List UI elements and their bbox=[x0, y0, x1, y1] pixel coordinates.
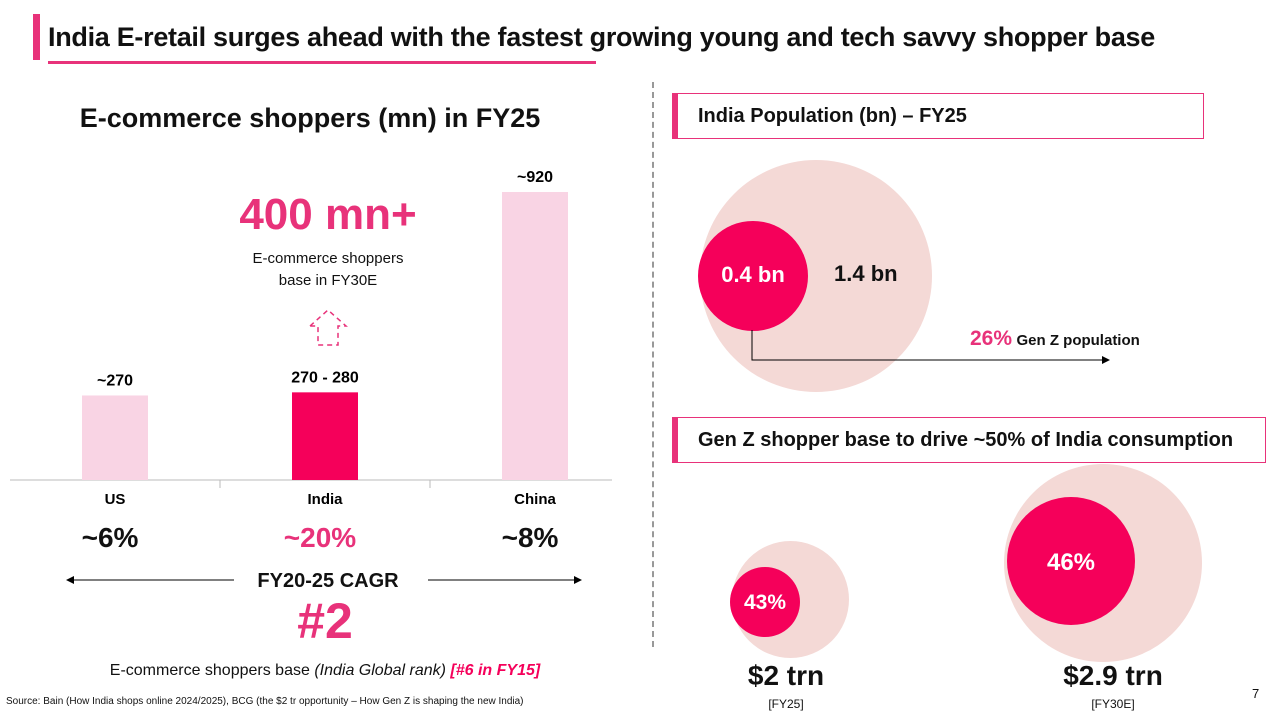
rank-caption-pink: [#6 in FY15] bbox=[450, 662, 541, 679]
rank-caption-text: E-commerce shoppers base bbox=[109, 662, 310, 679]
genz-value: 0.4 bn bbox=[721, 262, 785, 287]
category-label: China bbox=[514, 491, 556, 508]
data-label: 270 - 280 bbox=[291, 369, 359, 386]
data-label: ~270 bbox=[97, 372, 133, 389]
bar-chart: ~270 US 270 - 280 India ~920 China bbox=[10, 169, 612, 508]
population-title-box: India Population (bn) – FY25 bbox=[672, 93, 1204, 139]
fy25-pct: 43% bbox=[743, 591, 787, 614]
total-population-value: 1.4 bn bbox=[834, 261, 898, 286]
fy25-genz-circle bbox=[730, 567, 800, 637]
genz-pointer-arrow bbox=[751, 330, 1110, 364]
title-accent-bar bbox=[33, 14, 40, 60]
dashed-up-arrow-icon bbox=[308, 308, 348, 346]
fy25-value: $2 trn bbox=[747, 660, 825, 691]
bar-us bbox=[82, 395, 148, 480]
genz-label: Gen Z population bbox=[1016, 332, 1140, 349]
callout-text-2: base in FY30E bbox=[278, 272, 378, 289]
data-label: ~920 bbox=[517, 169, 553, 186]
fy30-value: $2.9 trn bbox=[1063, 660, 1163, 691]
consumption-title: Gen Z shopper base to drive ~50% of Indi… bbox=[698, 428, 1234, 451]
callout-value: 400 mn+ bbox=[239, 190, 417, 239]
page-title: India E-retail surges ahead with the fas… bbox=[48, 22, 1155, 52]
rank-caption: E-commerce shoppers base (India Global r… bbox=[110, 662, 540, 680]
section-divider bbox=[652, 82, 654, 647]
cagr-value: ~6% bbox=[81, 522, 139, 553]
category-label: India bbox=[307, 491, 343, 508]
title-underline bbox=[48, 61, 596, 64]
callout-text-1: E-commerce shoppers bbox=[252, 250, 404, 267]
genz-circle bbox=[698, 221, 808, 331]
source-note: Source: Bain (How India shops online 202… bbox=[6, 696, 524, 707]
fy25-label: [FY25] bbox=[768, 697, 804, 711]
page-number: 7 bbox=[1252, 686, 1260, 701]
consumption-title-box: Gen Z shopper base to drive ~50% of Indi… bbox=[672, 417, 1266, 463]
fy30-pct: 46% bbox=[1046, 549, 1096, 576]
chart-title: E-commerce shoppers (mn) in FY25 bbox=[79, 103, 541, 133]
cagr-value: ~20% bbox=[283, 522, 357, 553]
category-label: US bbox=[105, 491, 126, 508]
cagr-label: FY20-25 CAGR bbox=[257, 570, 399, 592]
genz-share: 26% Gen Z population bbox=[970, 327, 1140, 351]
fy30-label: [FY30E] bbox=[1091, 697, 1135, 711]
genz-pct: 26% bbox=[970, 327, 1013, 350]
global-rank: #2 bbox=[297, 593, 353, 649]
bar-china bbox=[502, 192, 568, 480]
fy30-genz-circle bbox=[1007, 497, 1135, 625]
rank-caption-italic: (India Global rank) bbox=[314, 662, 446, 679]
bar-india bbox=[292, 392, 358, 480]
population-title: India Population (bn) – FY25 bbox=[698, 104, 967, 127]
cagr-arrows bbox=[66, 576, 582, 584]
cagr-value: ~8% bbox=[501, 522, 559, 553]
